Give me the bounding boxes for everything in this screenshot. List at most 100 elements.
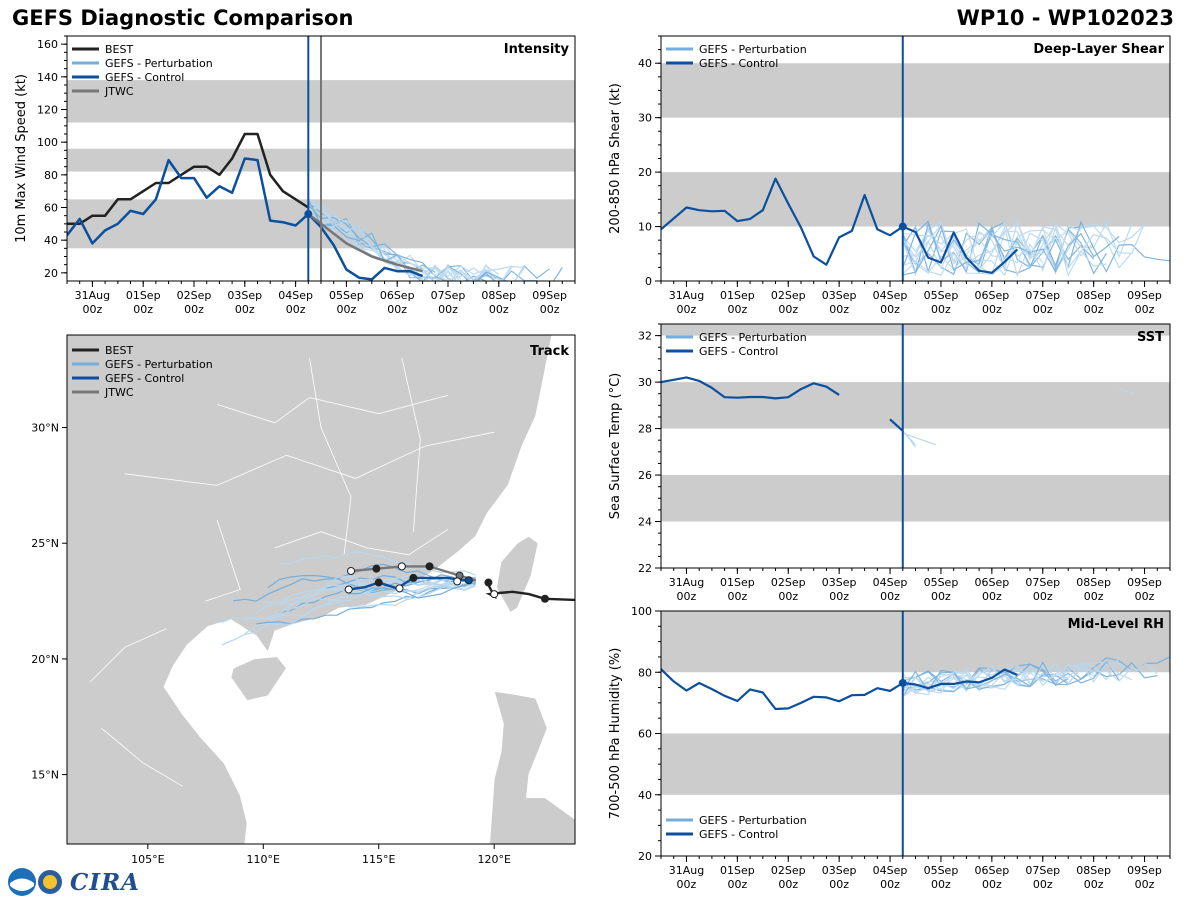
series-gefs-control-late- (889, 418, 904, 432)
legend-label: BEST (105, 43, 133, 56)
x-tick-sublabel: 00z (931, 303, 951, 316)
x-tick-label: 02Sep (771, 289, 806, 302)
y-tick-label: 20 (638, 850, 652, 863)
logo: CIRA (6, 866, 140, 898)
shear-chart: 01020304031Aug00z01Sep00z02Sep00z03Sep00… (608, 35, 1171, 316)
y-tick-label: 15°N (31, 769, 59, 782)
chart-title: SST (1137, 330, 1164, 345)
perturbation-members (902, 220, 1170, 278)
y-tick-label: 40 (638, 789, 652, 802)
y-tick-label: 20 (44, 267, 58, 280)
x-tick-sublabel: 00z (727, 303, 747, 316)
perturbation-line (902, 662, 1133, 694)
series-gefs-control (67, 157, 424, 281)
shaded-band (661, 324, 1170, 336)
taiwan-island (496, 535, 539, 614)
perturbation-line (308, 213, 525, 281)
x-tick-label: 07Sep (1025, 864, 1060, 877)
intensity-chart: 2040608010012014016031Aug00z01Sep00z02Se… (14, 35, 576, 316)
y-tick-label: 100 (631, 605, 652, 618)
x-tick-label: 31Aug (75, 289, 110, 302)
y-axis-label: Sea Surface Temp (°C) (608, 373, 623, 520)
mainland-land (67, 335, 553, 844)
perturbation-members (902, 656, 1170, 698)
chart-title: Mid-Level RH (1068, 617, 1164, 632)
axes-frame (66, 334, 576, 845)
x-tick-sublabel: 00z (677, 303, 697, 316)
legend-label: GEFS - Control (699, 828, 778, 841)
shaded-band (661, 733, 1170, 795)
perturbation-line (308, 206, 525, 281)
x-tick-label: 07Sep (1025, 576, 1060, 589)
x-tick-label: 07Sep (1025, 289, 1060, 302)
track-point (395, 584, 404, 593)
legend-label: GEFS - Perturbation (105, 358, 213, 371)
legend-label: GEFS - Control (699, 345, 778, 358)
x-tick-label: 110°E (247, 853, 280, 866)
perturbation-track (279, 579, 476, 614)
shaded-band (661, 611, 1170, 673)
y-tick-label: 28 (638, 423, 652, 436)
border-line (101, 727, 183, 787)
x-tick-label: 04Sep (873, 576, 908, 589)
x-tick-label: 04Sep (278, 289, 313, 302)
x-tick-sublabel: 00z (931, 590, 951, 603)
track-point (372, 564, 381, 573)
y-tick-label: 40 (638, 57, 652, 70)
x-tick-sublabel: 00z (1135, 303, 1155, 316)
plot-area (661, 324, 1170, 568)
x-tick-label: 01Sep (720, 576, 755, 589)
y-tick-label: 32 (638, 330, 652, 343)
series-jtwc (307, 213, 423, 273)
y-tick-label: 30°N (31, 422, 59, 435)
x-tick-label: 06Sep (974, 576, 1009, 589)
perturbation-line (902, 225, 1133, 270)
x-tick-label: 120°E (477, 853, 510, 866)
plot-area (661, 36, 1170, 281)
x-tick-label: 115°E (362, 853, 395, 866)
x-tick-sublabel: 00z (1135, 590, 1155, 603)
y-tick-label: 0 (645, 275, 652, 288)
y-axis-label: 10m Max Wind Speed (kt) (14, 74, 29, 243)
x-tick-label: 03Sep (822, 289, 857, 302)
x-tick-sublabel: 00z (540, 303, 560, 316)
x-tick-sublabel: 00z (778, 303, 798, 316)
x-tick-sublabel: 00z (982, 303, 1002, 316)
border-line (274, 528, 449, 556)
x-tick-label: 02Sep (771, 864, 806, 877)
track-point (347, 566, 356, 575)
x-tick-sublabel: 00z (184, 303, 204, 316)
plot-area (67, 36, 575, 281)
x-tick-sublabel: 00z (778, 878, 798, 891)
x-tick-sublabel: 00z (727, 878, 747, 891)
perturbation-line (902, 220, 1170, 273)
perturbation-track (221, 580, 476, 646)
x-tick-label: 05Sep (924, 289, 959, 302)
control-marker (304, 210, 313, 219)
legend-label: GEFS - Perturbation (699, 43, 807, 56)
x-tick-label: 09Sep (1127, 576, 1162, 589)
perturbation-track (348, 581, 476, 599)
x-tick-sublabel: 00z (880, 590, 900, 603)
x-tick-sublabel: 00z (829, 878, 849, 891)
x-tick-label: 08Sep (1076, 864, 1111, 877)
perturbation-line (902, 220, 1107, 276)
y-tick-label: 40 (44, 234, 58, 247)
x-tick-sublabel: 00z (829, 303, 849, 316)
x-tick-sublabel: 00z (387, 303, 407, 316)
shaded-band (661, 63, 1170, 118)
perturbation-line (902, 221, 1146, 277)
border-line (401, 358, 421, 532)
track-point (374, 578, 383, 587)
x-tick-label: 03Sep (822, 576, 857, 589)
x-tick-sublabel: 00z (727, 590, 747, 603)
y-tick-label: 20°N (31, 653, 59, 666)
x-tick-label: 05Sep (924, 576, 959, 589)
shaded-band (661, 172, 1170, 227)
x-tick-label: 01Sep (720, 289, 755, 302)
perturbation-line (902, 663, 1145, 692)
